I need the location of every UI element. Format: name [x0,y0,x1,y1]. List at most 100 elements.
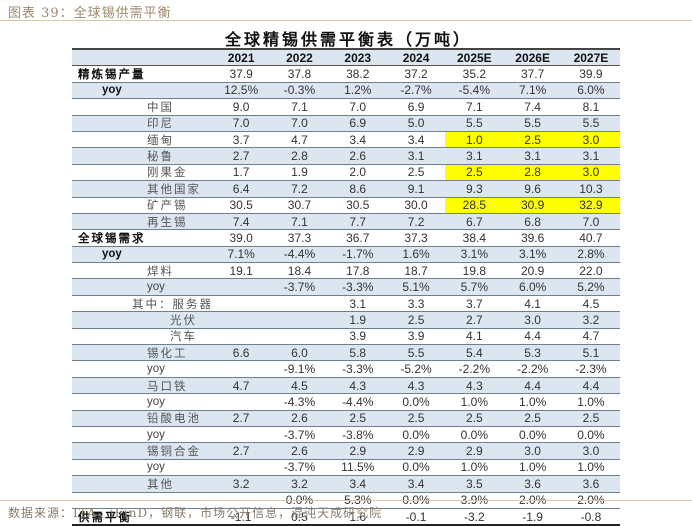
row-label: yoy [72,459,212,477]
cell-2022: 37.3 [270,229,329,247]
cell-2025e: 6.7 [445,213,504,231]
cell-2026e: -2.2% [503,360,562,378]
cell-2021: 6.4 [212,180,271,198]
cell-2027e: 8.1 [561,98,621,116]
cell-2026e: 9.6 [503,180,562,198]
table-row: 秘鲁 2.7 2.8 2.6 3.1 3.1 3.1 3.1 [72,147,621,165]
cell-2026e: 4.4 [503,377,562,395]
table-row: yoy 7.1% -4.4% -1.7% 1.6% 3.1% 3.1% 2.8% [72,246,621,264]
cell-2025e: 4.1 [445,328,504,346]
cell-2027e: 3.1 [561,147,621,165]
cell-2024: -0.1 [386,508,446,526]
cell-2023: 38.2 [328,65,387,83]
cell-2025e: 3.7 [445,295,504,313]
row-label: 中国 [72,98,212,116]
cell-2025e: 0.0% [445,426,504,444]
cell-2026e: 0.0% [503,426,562,444]
cell-2023: 5.8 [328,344,387,362]
row-label: 刚果金 [72,164,212,182]
table-row: yoy -3.7% -3.8% 0.0% 0.0% 0.0% 0.0% [72,426,621,444]
cell-2024: 5.5 [386,344,446,362]
cell-2021: 7.1% [212,246,271,264]
cell-2022: -9.1% [270,360,329,378]
cell-2022: -3.7% [270,278,329,296]
cell-2022: 37.8 [270,65,329,83]
table-row: 马口铁 4.7 4.5 4.3 4.3 4.3 4.4 4.4 [72,377,621,395]
cell-2023: 1.9 [328,311,387,329]
table-row: 刚果金 1.7 1.9 2.0 2.5 2.5 2.8 3.0 [72,164,621,182]
cell-2024: 37.2 [386,65,446,83]
cell-2021 [212,311,271,329]
cell-2023: -1.7% [328,246,387,264]
cell-2021: 3.2 [212,475,271,493]
row-label: 锡化工 [72,344,212,362]
cell-2023: 4.3 [328,377,387,395]
table-row: yoy -9.1% -3.3% -5.2% -2.2% -2.2% -2.3% [72,360,621,378]
row-label: 锡铜合金 [72,442,212,460]
bottom-divider [0,500,692,501]
cell-2026e: 3.0 [503,442,562,460]
cell-2025e: 7.1 [445,98,504,116]
cell-2024: 3.4 [386,131,446,149]
cell-2026e: 2.5 [503,410,562,427]
cell-2023: 2.9 [328,442,387,460]
top-divider [0,20,692,21]
cell-2021: 4.7 [212,377,271,395]
cell-2026e: 6.8 [503,213,562,231]
cell-2024: 2.9 [386,442,446,460]
cell-2024: 3.4 [386,475,446,493]
cell-2025e: -3.2 [445,508,504,526]
cell-2021: 1.7 [212,164,271,182]
cell-2026e: 4.1 [503,295,562,313]
table-row: 精炼锡产量 37.9 37.8 38.2 37.2 35.2 37.7 39.9 [72,65,621,83]
cell-2025e: -2.2% [445,360,504,378]
cell-2026e: 3.1 [503,147,562,165]
cell-2026e: 7.1% [503,82,562,100]
cell-2024: 7.2 [386,213,446,231]
table-row: 其他国家 6.4 7.2 8.6 9.1 9.3 9.6 10.3 [72,180,621,198]
row-label: 焊料 [72,262,212,280]
header-2026e: 2026E [503,48,562,67]
cell-2025e: 4.3 [445,377,504,395]
row-label: yoy [72,278,212,296]
cell-2027e: -2.3% [561,360,621,378]
cell-2021 [212,328,271,346]
cell-2022: -3.7% [270,426,329,444]
cell-2022: 30.7 [270,197,329,214]
cell-2027e: 32.9 [561,197,621,214]
cell-2022: 7.1 [270,213,329,231]
cell-2023: 3.9 [328,328,387,346]
cell-2027e: 40.7 [561,229,621,247]
header-label [72,48,212,67]
cell-2025e: 1.0% [445,393,504,411]
cell-2023: 1.2% [328,82,387,100]
cell-2026e: 3.0 [503,311,562,329]
cell-2022 [270,295,329,313]
cell-2022: -0.3% [270,82,329,100]
cell-2027e: 3.0 [561,164,621,182]
cell-2022: 1.9 [270,164,329,182]
cell-2023: 7.0 [328,98,387,116]
cell-2025e: 35.2 [445,65,504,83]
row-label: yoy [72,393,212,411]
cell-2023: 2.6 [328,147,387,165]
cell-2023: 2.5 [328,410,387,427]
row-label: 全球锡需求 [72,229,212,247]
row-label: 秘鲁 [72,147,212,165]
cell-2026e: -1.9 [503,508,562,526]
cell-2021: 9.0 [212,98,271,116]
table-row: 锡铜合金 2.7 2.6 2.9 2.9 2.9 3.0 3.0 [72,442,621,460]
table-row: 焊料 19.1 18.4 17.8 18.7 19.8 20.9 22.0 [72,262,621,280]
cell-2022: -4.4% [270,246,329,264]
cell-2021 [212,459,271,477]
cell-2025e: 5.7% [445,278,504,296]
row-label: 其他 [72,475,212,493]
cell-2023: -4.4% [328,393,387,411]
cell-2027e: 2.8% [561,246,621,264]
cell-2025e: 3.1 [445,147,504,165]
cell-2026e: 5.3 [503,344,562,362]
table-row: 其他 3.2 3.2 3.4 3.4 3.5 3.6 3.6 [72,475,621,493]
cell-2025e: 3.5 [445,475,504,493]
cell-2021: 2.7 [212,442,271,460]
cell-2025e: -5.4% [445,82,504,100]
